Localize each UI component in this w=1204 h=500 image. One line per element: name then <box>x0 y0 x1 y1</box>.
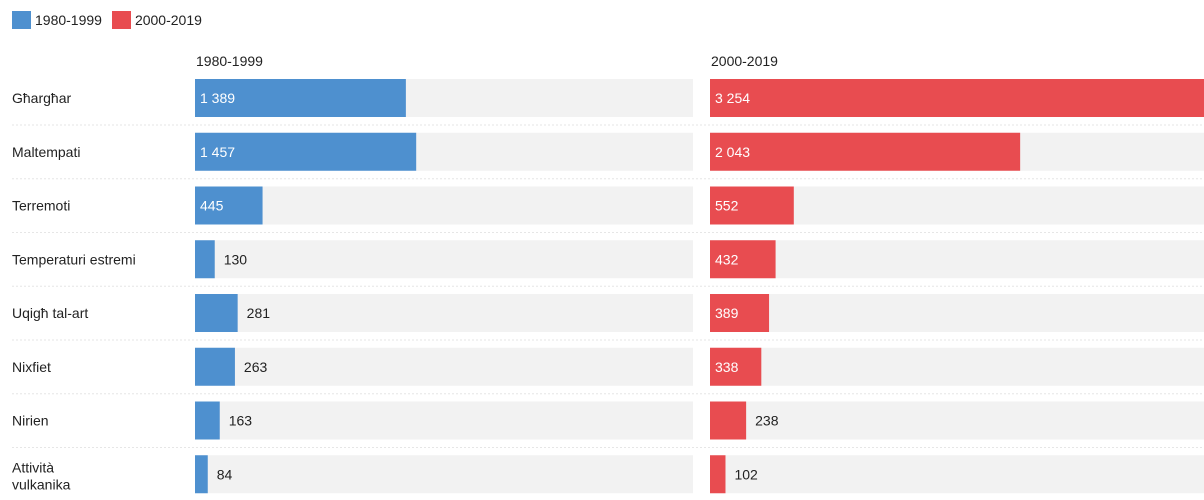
legend: 1980-1999 2000-2019 <box>12 11 212 29</box>
bar-track-0-4 <box>195 294 693 332</box>
bar-2000-2019-1 <box>710 132 1021 171</box>
category-label-1: Maltempati <box>12 144 80 160</box>
bar-2000-2019-7 <box>710 455 726 494</box>
data-label-2000-2019-1: 2 043 <box>715 144 750 160</box>
bar-track-1-5 <box>710 347 1204 386</box>
category-label-0: Għargħar <box>12 90 71 106</box>
legend-label-2000-2019: 2000-2019 <box>134 12 202 28</box>
bar-1980-1999-2 <box>195 186 263 225</box>
bar-2000-2019-4 <box>710 294 770 332</box>
bar-track-0-7 <box>195 455 693 494</box>
bar-2000-2019-3 <box>710 240 776 279</box>
bar-track-0-6 <box>195 401 693 440</box>
category-label-2: Terremoti <box>12 198 70 214</box>
bar-1980-1999-0 <box>195 79 406 117</box>
data-label-1980-1999-4: 281 <box>247 305 271 321</box>
data-label-2000-2019-6: 238 <box>755 413 779 429</box>
bar-track-1-7 <box>710 455 1204 494</box>
category-label-4: Uqigħ tal-art <box>12 305 88 321</box>
bar-track-1-3 <box>710 240 1204 279</box>
bar-1980-1999-5 <box>195 347 235 386</box>
bar-2000-2019-2 <box>710 186 794 225</box>
data-label-1980-1999-5: 263 <box>244 359 268 375</box>
data-label-2000-2019-5: 338 <box>715 359 739 375</box>
data-label-1980-1999-1: 1 457 <box>200 144 235 160</box>
legend-swatch-2000-2019 <box>111 11 131 29</box>
data-label-2000-2019-7: 102 <box>734 466 758 482</box>
bar-track-0-2 <box>195 186 693 225</box>
panel-header-1980-1999: 1980-1999 <box>196 53 263 69</box>
data-label-2000-2019-3: 432 <box>715 251 739 267</box>
panel-header-2000-2019: 2000-2019 <box>711 53 778 69</box>
bar-2000-2019-5 <box>710 347 762 386</box>
legend-item-2000-2019: 2000-2019 <box>111 11 202 29</box>
category-label-3: Temperaturi estremi <box>12 251 136 267</box>
bar-1980-1999-4 <box>195 294 238 332</box>
legend-label-1980-1999: 1980-1999 <box>35 12 102 28</box>
bar-track-1-6 <box>710 401 1204 440</box>
bar-track-0-3 <box>195 240 693 279</box>
category-label-5: Nixfiet <box>12 359 51 375</box>
data-label-1980-1999-7: 84 <box>217 466 233 482</box>
bar-2000-2019-6 <box>710 401 747 440</box>
bar-2000-2019-0 <box>710 79 1204 117</box>
category-label-7: Attività vulkanika <box>12 459 71 492</box>
legend-item-1980-1999: 1980-1999 <box>12 11 102 29</box>
category-label-6: Nirien <box>12 413 49 429</box>
data-label-2000-2019-4: 389 <box>715 305 739 321</box>
bar-1980-1999-7 <box>195 455 208 494</box>
data-label-1980-1999-3: 130 <box>224 251 248 267</box>
bar-track-0-5 <box>195 347 693 386</box>
data-label-1980-1999-0: 1 389 <box>200 90 235 106</box>
data-label-1980-1999-6: 163 <box>229 413 253 429</box>
bar-1980-1999-3 <box>195 240 215 279</box>
bar-1980-1999-6 <box>195 401 220 440</box>
legend-swatch-1980-1999 <box>12 11 31 29</box>
data-label-2000-2019-2: 552 <box>715 198 739 214</box>
data-label-2000-2019-0: 3 254 <box>715 90 750 106</box>
bar-1980-1999-1 <box>195 132 417 171</box>
data-label-1980-1999-2: 445 <box>200 198 224 214</box>
bar-track-1-4 <box>710 294 1204 332</box>
